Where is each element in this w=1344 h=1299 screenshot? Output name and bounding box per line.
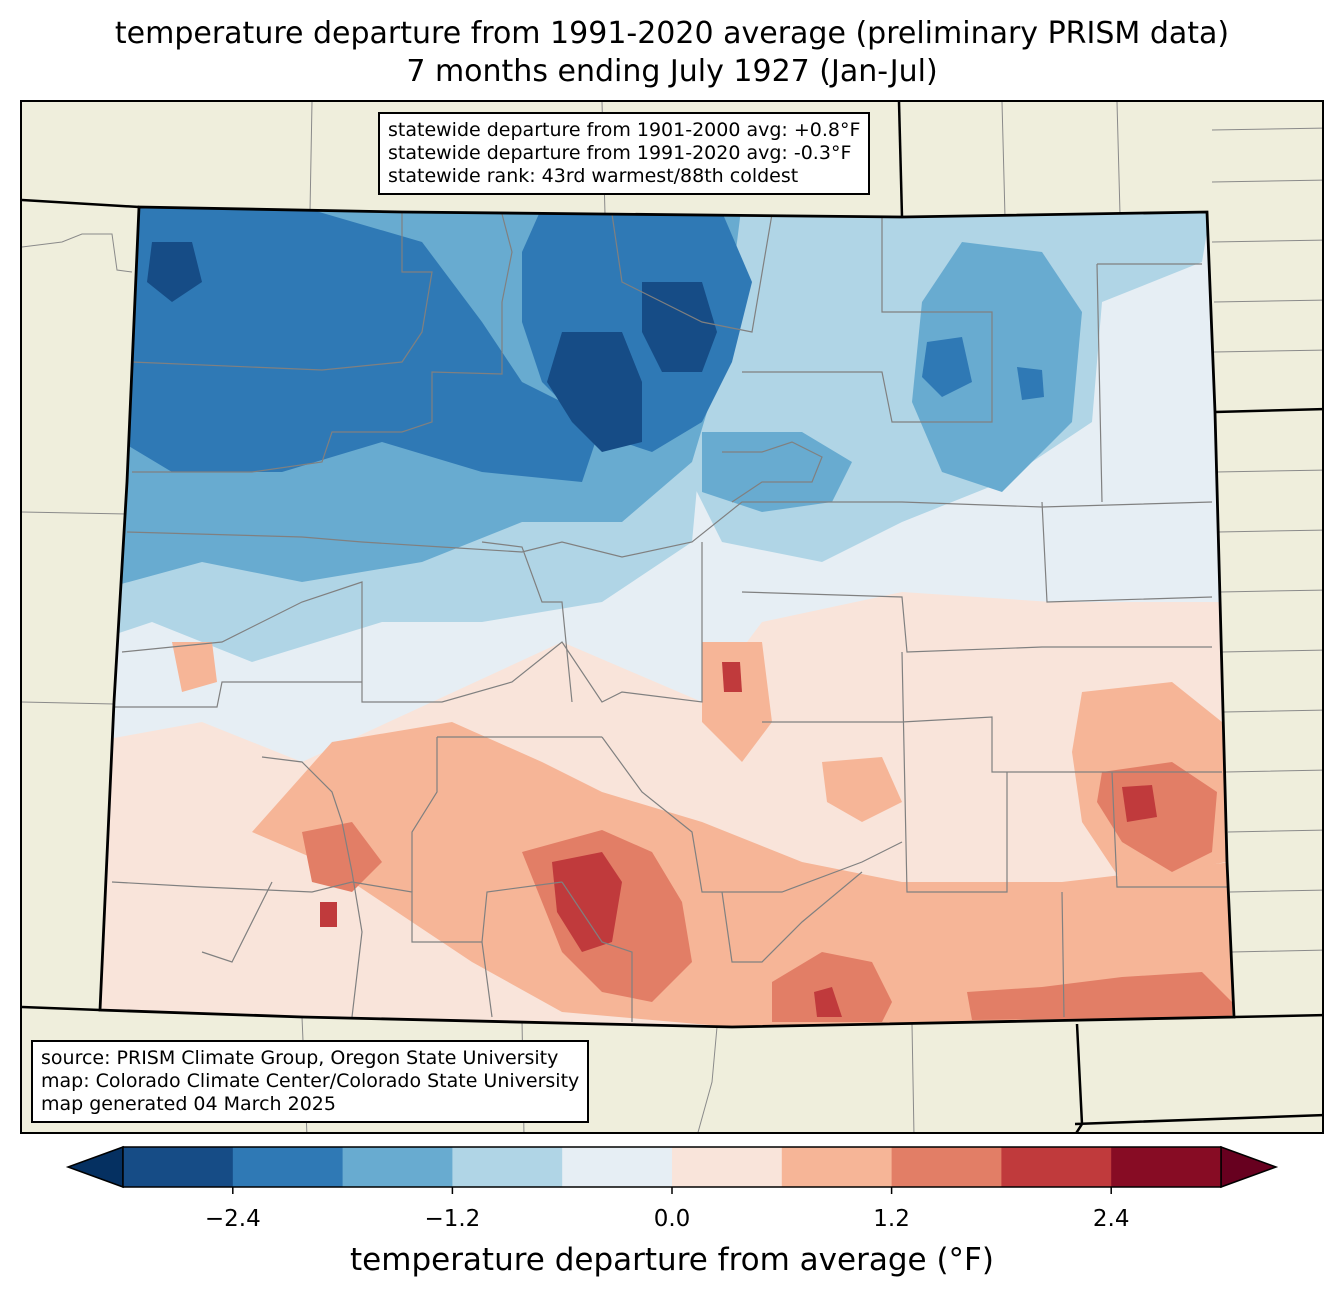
stats-rank: statewide rank: 43rd warmest/88th coldes… (388, 165, 799, 187)
colorbar-segment (1001, 1147, 1112, 1187)
colorbar-under-arrow (65, 1145, 124, 1189)
colorado-state-border (98, 205, 1236, 1029)
new-mexico-border (22, 1005, 101, 1012)
stats-departure-1901-2000: statewide departure from 1901-2000 avg: … (388, 119, 861, 141)
colorbar-segment (342, 1147, 453, 1187)
colorbar (65, 1145, 1279, 1194)
colorado-county-lines (111, 212, 1227, 1022)
colorbar-segment (672, 1147, 783, 1187)
ne-state-border (897, 102, 904, 218)
wyoming-border (22, 198, 140, 209)
colorbar-segment (891, 1147, 1002, 1187)
colorbar-tick-label: 1.2 (873, 1206, 910, 1232)
colorbar-tick-label: 2.4 (1092, 1206, 1130, 1232)
colorbar-segment (1111, 1147, 1222, 1187)
oklahoma-border (1074, 1013, 1322, 1132)
colorbar-label: temperature departure from average (°F) (350, 1242, 994, 1278)
colorbar-tick-label: −2.4 (204, 1206, 261, 1232)
colorbar-tick-label: −1.2 (424, 1206, 481, 1232)
map-title-line-2: 7 months ending July 1927 (Jan-Jul) (406, 54, 938, 89)
map-credit-line: map: Colorado Climate Center/Colorado St… (41, 1070, 580, 1092)
colorbar-segment (123, 1147, 234, 1187)
statewide-stats-box: statewide departure from 1901-2000 avg: … (378, 112, 871, 195)
generated-date-line: map generated 04 March 2025 (41, 1093, 336, 1115)
colorbar-segment (781, 1147, 893, 1187)
colorbar-tick-label: 0.0 (653, 1206, 691, 1232)
map-panel (20, 100, 1324, 1134)
colorbar-segment (232, 1147, 344, 1187)
source-line: source: PRISM Climate Group, Oregon Stat… (41, 1047, 559, 1069)
nebraska-border (1214, 407, 1322, 414)
stats-departure-1991-2020: statewide departure from 1991-2020 avg: … (388, 142, 852, 164)
source-credit-box: source: PRISM Climate Group, Oregon Stat… (31, 1040, 590, 1123)
colorbar-segment (452, 1147, 563, 1187)
temperature-field (100, 207, 1234, 1027)
colorbar-segment (562, 1147, 673, 1187)
map-title-line-1: temperature departure from 1991-2020 ave… (114, 16, 1230, 51)
neighbor-state-borders (22, 102, 1322, 1132)
colorbar-over-arrow (1220, 1145, 1279, 1189)
